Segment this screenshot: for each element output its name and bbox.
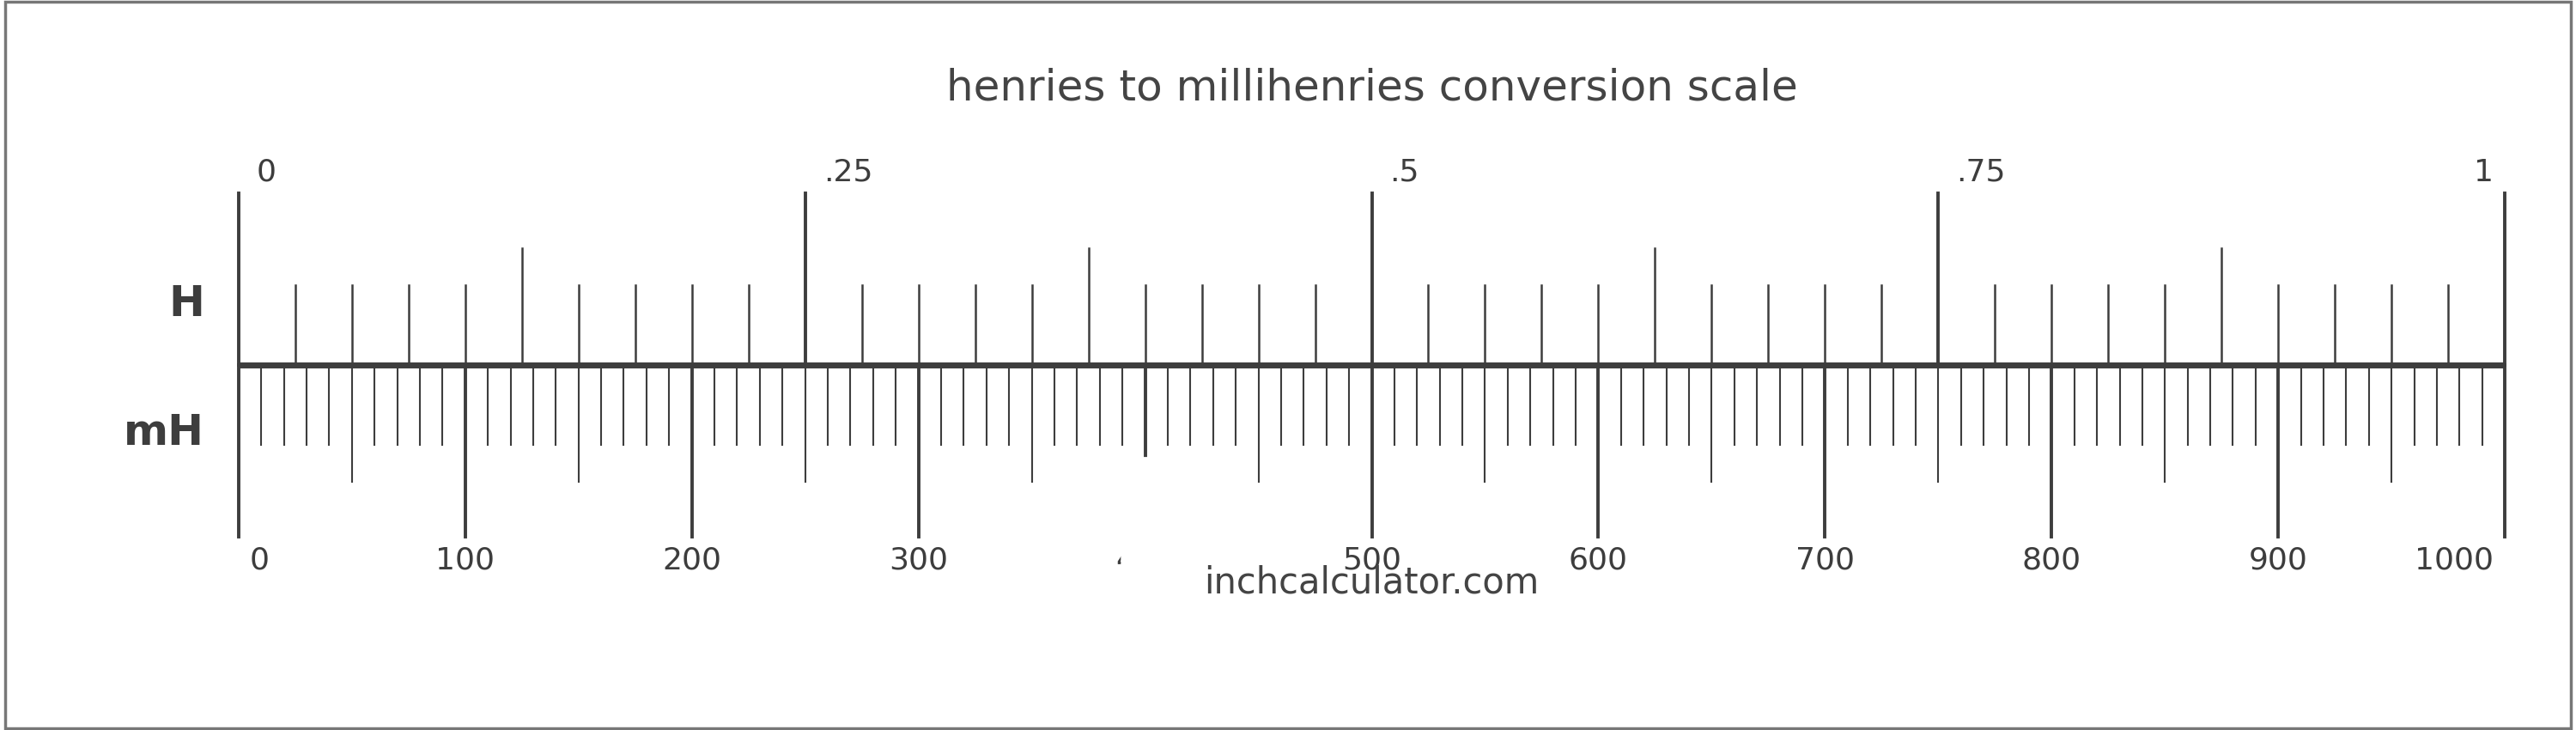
Text: 600: 600 <box>1569 546 1628 575</box>
Text: 0: 0 <box>250 546 270 575</box>
Text: 100: 100 <box>435 546 495 575</box>
Text: 900: 900 <box>2249 546 2308 575</box>
FancyBboxPatch shape <box>1121 543 1157 708</box>
Text: .75: .75 <box>1955 158 2007 187</box>
Text: 700: 700 <box>1795 546 1855 575</box>
Text: 1: 1 <box>2473 158 2494 187</box>
Text: .25: .25 <box>824 158 873 187</box>
Text: 1000: 1000 <box>2414 546 2494 575</box>
Text: inchcalculator.com: inchcalculator.com <box>1203 564 1538 601</box>
FancyBboxPatch shape <box>1151 543 1188 708</box>
Text: 300: 300 <box>889 546 948 575</box>
Bar <box>1123 506 1185 659</box>
Text: 500: 500 <box>1342 546 1401 575</box>
Text: H: H <box>167 283 204 324</box>
Text: mH: mH <box>124 412 204 453</box>
Text: henries to millihenries conversion scale: henries to millihenries conversion scale <box>945 68 1798 109</box>
FancyBboxPatch shape <box>1121 457 1188 633</box>
Text: 800: 800 <box>2022 546 2081 575</box>
Text: 200: 200 <box>662 546 721 575</box>
Text: 400: 400 <box>1115 546 1175 575</box>
Text: .5: .5 <box>1391 158 1419 187</box>
Text: 0: 0 <box>258 158 276 187</box>
